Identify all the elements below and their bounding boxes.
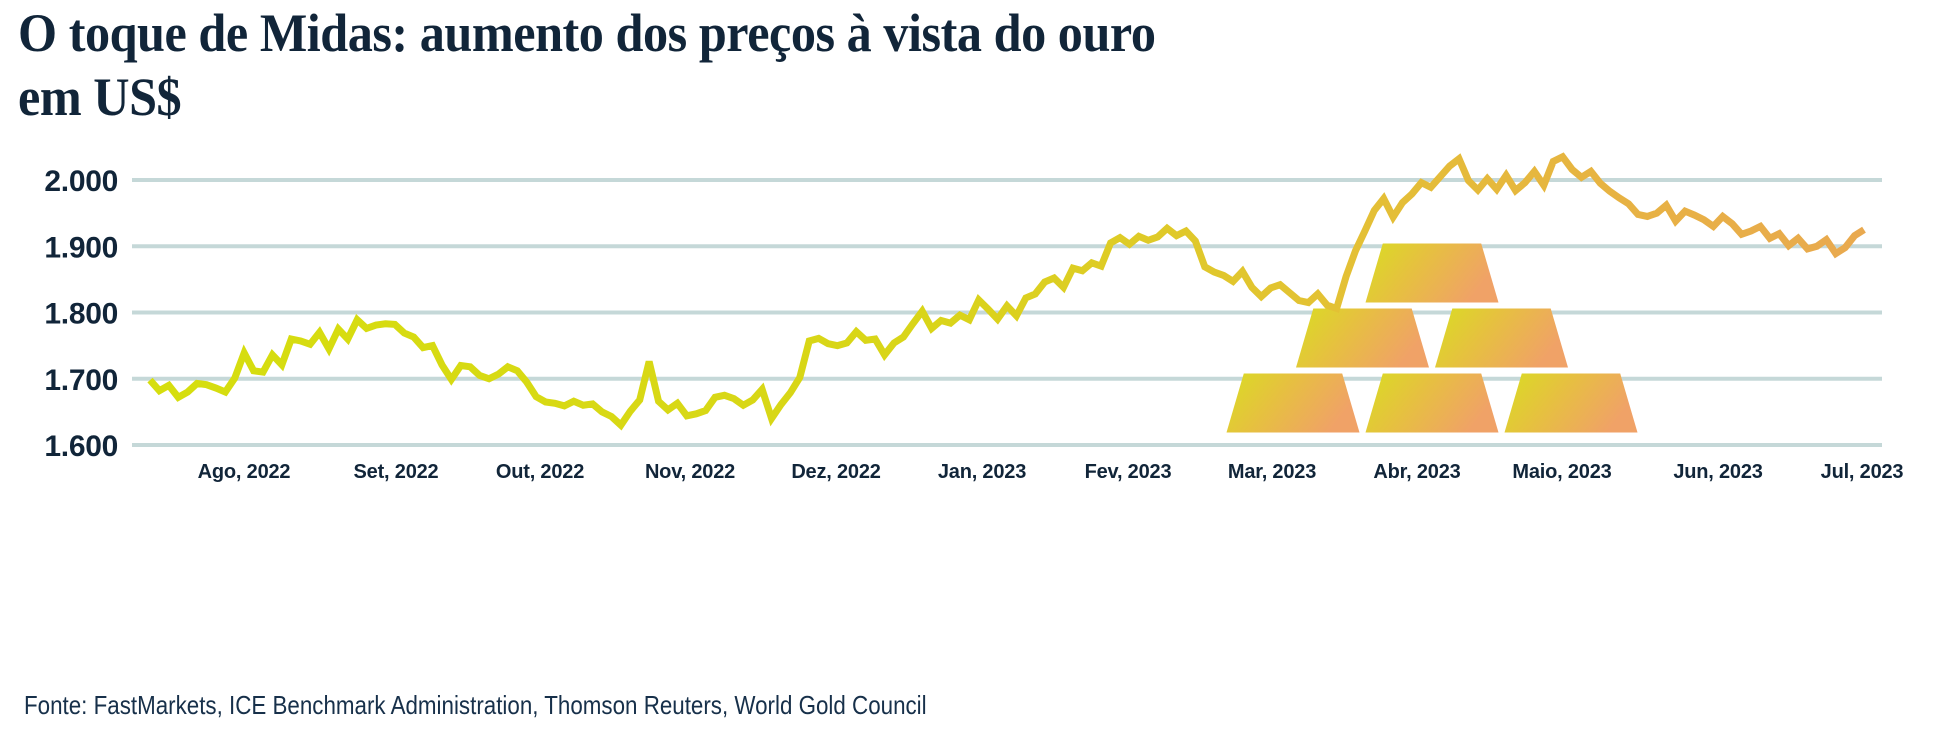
- page-title: O toque de Midas: aumento dos preços à v…: [18, 3, 1156, 127]
- gold-bar: [1504, 373, 1638, 433]
- x-axis-tick-label: Fev, 2023: [1085, 461, 1172, 483]
- x-axis-tick-label: Dez, 2022: [791, 461, 880, 483]
- x-axis-labels: Ago, 2022 Set, 2022 Out, 2022 Nov, 2022 Dez,…: [198, 461, 1904, 483]
- y-axis-tick-label: 1.900: [44, 231, 118, 264]
- y-axis-tick-label: 1.600: [44, 430, 118, 463]
- gold-bar: [1226, 373, 1360, 433]
- x-axis-tick-label: Jun, 2023: [1673, 461, 1762, 483]
- gold-bar: [1435, 308, 1568, 368]
- x-axis-tick-label: Maio, 2023: [1512, 461, 1611, 483]
- y-axis-labels: 2.000 1.900 1.800 1.700 1.600: [44, 165, 118, 463]
- x-axis-tick-label: Set, 2022: [354, 461, 439, 483]
- y-axis-tick-label: 2.000: [44, 165, 118, 198]
- gold-price-chart: 2.000 1.900 1.800 1.700 1.600 Ago, 2022 Set, …: [0, 140, 1940, 600]
- gold-bar: [1296, 308, 1429, 368]
- gold-bar: [1365, 373, 1499, 433]
- gold-bar: [1365, 243, 1499, 303]
- x-axis-tick-label: Jul, 2023: [1821, 461, 1904, 483]
- x-axis-tick-label: Ago, 2022: [198, 461, 291, 483]
- price-line: [147, 152, 1866, 431]
- chart-svg: 2.000 1.900 1.800 1.700 1.600 Ago, 2022 Set, …: [44, 152, 1904, 483]
- x-axis-tick-label: Nov, 2022: [645, 461, 735, 483]
- x-axis-tick-label: Mar, 2023: [1228, 461, 1316, 483]
- source-note: Fonte: FastMarkets, ICE Benchmark Admini…: [24, 690, 927, 720]
- y-axis-tick-label: 1.800: [44, 298, 118, 331]
- x-axis-tick-label: Jan, 2023: [938, 461, 1026, 483]
- x-axis-tick-label: Out, 2022: [496, 461, 584, 483]
- gold-bars-icon: [1226, 243, 1638, 433]
- y-axis-tick-label: 1.700: [44, 364, 118, 397]
- x-axis-tick-label: Abr, 2023: [1373, 461, 1460, 483]
